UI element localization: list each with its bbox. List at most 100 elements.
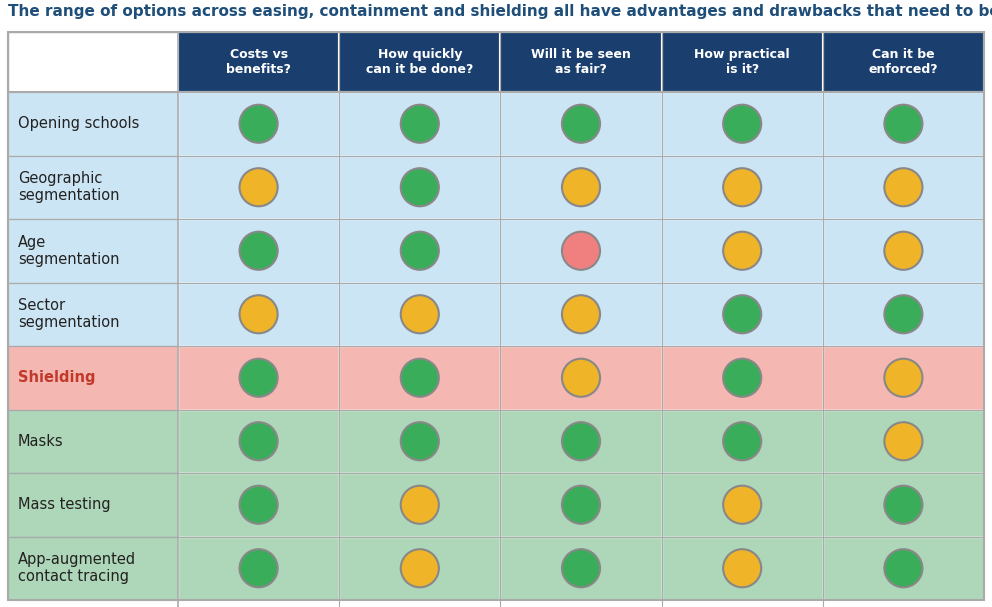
Circle shape [561, 168, 600, 206]
Bar [822, 346, 984, 410]
Bar [8, 219, 178, 282]
Bar [178, 92, 339, 155]
Circle shape [884, 486, 923, 524]
Text: Sector
segmentation: Sector segmentation [18, 298, 119, 330]
Bar [8, 92, 178, 155]
Circle shape [723, 549, 761, 588]
Bar [500, 92, 662, 155]
Circle shape [723, 232, 761, 270]
Circle shape [561, 549, 600, 588]
Bar [178, 537, 339, 600]
Bar [178, 219, 339, 282]
Circle shape [561, 232, 600, 270]
Circle shape [239, 359, 278, 397]
Text: Shielding: Shielding [18, 370, 95, 385]
Circle shape [401, 295, 438, 333]
Text: App-augmented
contact tracing: App-augmented contact tracing [18, 552, 136, 585]
Bar [662, 537, 822, 600]
Circle shape [401, 486, 438, 524]
Bar [822, 473, 984, 537]
Bar [339, 219, 500, 282]
Bar [500, 219, 662, 282]
Circle shape [561, 422, 600, 460]
Circle shape [401, 422, 438, 460]
Circle shape [561, 104, 600, 143]
Bar [500, 32, 662, 92]
Bar [500, 410, 662, 473]
Bar [822, 219, 984, 282]
Bar [662, 155, 822, 219]
Text: The range of options across easing, containment and shielding all have advantage: The range of options across easing, cont… [8, 4, 992, 19]
Bar [662, 282, 822, 346]
Bar [500, 537, 662, 600]
Bar [178, 346, 339, 410]
Text: Costs vs
benefits?: Costs vs benefits? [226, 48, 291, 76]
Bar [178, 32, 339, 92]
Bar [8, 282, 178, 346]
Bar [662, 32, 822, 92]
Circle shape [884, 168, 923, 206]
Bar [178, 155, 339, 219]
Bar [500, 346, 662, 410]
Bar [8, 473, 178, 537]
Circle shape [401, 232, 438, 270]
Bar [8, 537, 178, 600]
Bar [662, 219, 822, 282]
Circle shape [401, 549, 438, 588]
Circle shape [239, 422, 278, 460]
Circle shape [401, 104, 438, 143]
Bar [178, 410, 339, 473]
Bar [339, 473, 500, 537]
Bar [500, 282, 662, 346]
Bar [662, 346, 822, 410]
Bar [8, 346, 178, 410]
Text: Can it be
enforced?: Can it be enforced? [869, 48, 938, 76]
Circle shape [239, 168, 278, 206]
Bar [822, 32, 984, 92]
Text: Will it be seen
as fair?: Will it be seen as fair? [531, 48, 631, 76]
Circle shape [401, 168, 438, 206]
Bar [8, 155, 178, 219]
Circle shape [884, 232, 923, 270]
Circle shape [239, 549, 278, 588]
Bar [822, 410, 984, 473]
Circle shape [561, 295, 600, 333]
Circle shape [239, 486, 278, 524]
Bar [822, 92, 984, 155]
Bar [662, 92, 822, 155]
Bar [339, 410, 500, 473]
Circle shape [239, 104, 278, 143]
Bar [662, 473, 822, 537]
Text: How practical
is it?: How practical is it? [694, 48, 790, 76]
Text: How quickly
can it be done?: How quickly can it be done? [366, 48, 473, 76]
Bar [178, 282, 339, 346]
Text: Age
segmentation: Age segmentation [18, 234, 119, 267]
Circle shape [561, 359, 600, 397]
Bar [822, 155, 984, 219]
Bar [339, 32, 500, 92]
Circle shape [723, 168, 761, 206]
Bar [822, 282, 984, 346]
Text: Masks: Masks [18, 434, 63, 449]
Bar [822, 537, 984, 600]
Bar [339, 282, 500, 346]
Circle shape [239, 232, 278, 270]
Bar [339, 346, 500, 410]
Bar [8, 410, 178, 473]
Text: Opening schools: Opening schools [18, 117, 139, 131]
Text: Mass testing: Mass testing [18, 497, 111, 512]
Circle shape [884, 549, 923, 588]
Circle shape [884, 295, 923, 333]
Bar [662, 410, 822, 473]
Circle shape [884, 422, 923, 460]
Bar [500, 155, 662, 219]
Circle shape [723, 359, 761, 397]
Circle shape [723, 422, 761, 460]
Circle shape [401, 359, 438, 397]
Bar [8, 32, 178, 92]
Circle shape [239, 295, 278, 333]
Bar [178, 473, 339, 537]
Text: Geographic
segmentation: Geographic segmentation [18, 171, 119, 203]
Bar [500, 473, 662, 537]
Circle shape [561, 486, 600, 524]
